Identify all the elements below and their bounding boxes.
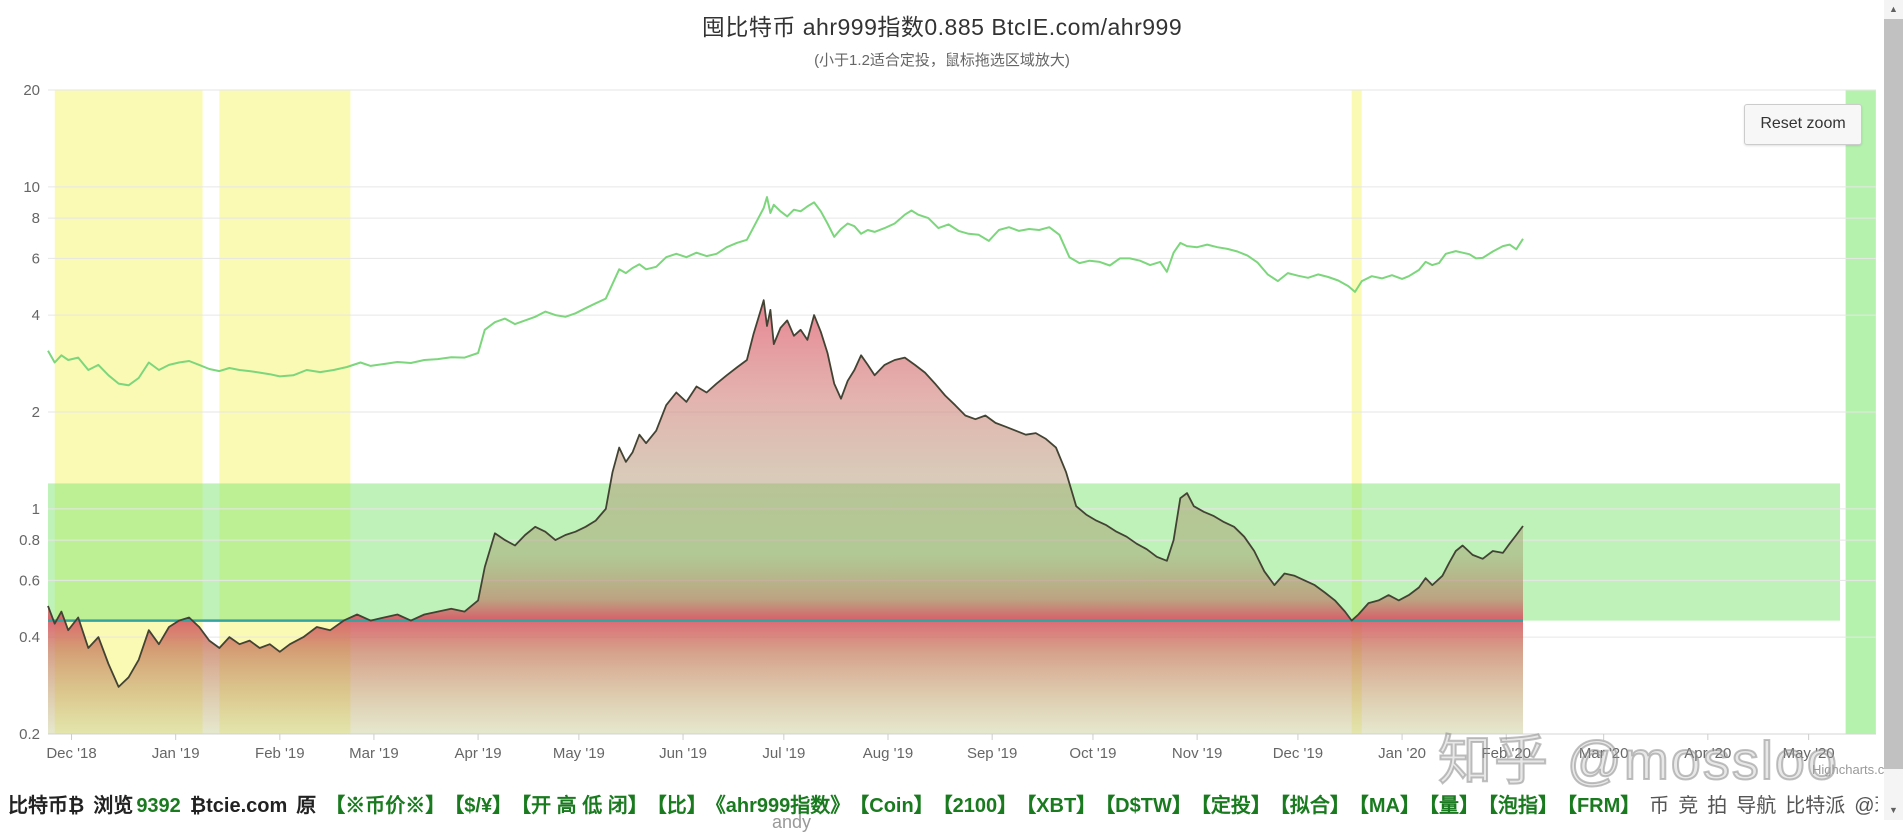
footer-link[interactable]: ₿tcie.com [189, 795, 288, 817]
y-tick-label: 0.8 [19, 532, 40, 549]
page-title: 囤比特币 ahr999指数0.885 BtcIE.com/ahr999 [701, 14, 1183, 40]
footer-link[interactable]: 【FRM】 [1566, 795, 1641, 817]
y-tick-label: 4 [32, 307, 40, 324]
vertical-scrollbar[interactable]: ▲ ▼ [1884, 0, 1903, 820]
footer-link[interactable]: 【XBT】 [1026, 795, 1097, 817]
footer-link[interactable]: 【定投】 [1200, 795, 1271, 817]
x-tick-label: Jul '19 [762, 745, 805, 762]
footer-link[interactable]: @玛雅 [1854, 795, 1878, 817]
footer-link[interactable]: 9392 [136, 795, 181, 817]
chart-plot-area[interactable]: 0.2 0.4 0.6 0.8 1 2 4 6 8 10 20 Dec '18 Jan '19 Feb '… [0, 0, 1884, 784]
footer-link[interactable]: 竞 [1678, 795, 1699, 817]
footer-link[interactable]: 导航 [1736, 795, 1777, 817]
footer-link[interactable]: 浏览 [93, 795, 134, 817]
x-tick-label: Jun '19 [659, 745, 707, 762]
y-tick-label: 0.4 [19, 629, 40, 646]
y-tick-label: 6 [32, 250, 40, 267]
scroll-up-icon[interactable]: ▲ [1884, 0, 1903, 19]
x-tick-label: Sep '19 [967, 745, 1017, 762]
x-tick-label: May '20 [1783, 745, 1835, 762]
footer-link[interactable]: 比特币₿ [8, 795, 85, 817]
x-tick-label: Dec '18 [46, 745, 96, 762]
chart-subtitle: (小于1.2适合定投，鼠标拖选区域放大) [814, 52, 1070, 69]
x-tick-label: Feb '20 [1481, 745, 1531, 762]
x-tick-label: Jan '20 [1378, 745, 1426, 762]
footer-link[interactable]: 比特派 [1785, 795, 1846, 817]
x-tick-label: Feb '19 [255, 745, 305, 762]
footer-link[interactable]: 【量】 [1428, 795, 1479, 817]
x-tick-label: Mar '20 [1579, 745, 1629, 762]
x-tick-label: Jan '19 [152, 745, 200, 762]
footer-link[interactable]: 【D$TW】 [1105, 795, 1192, 817]
x-tick-label: Apr '19 [455, 745, 502, 762]
footer-link[interactable]: 原 [296, 795, 317, 817]
x-tick-label: Aug '19 [863, 745, 913, 762]
footer-link[interactable]: 【2100】 [942, 795, 1018, 817]
footer-link[interactable]: 【MA】 [1358, 795, 1420, 817]
x-tick-label: Nov '19 [1172, 745, 1222, 762]
x-tick-label: Oct '19 [1069, 745, 1116, 762]
scroll-down-icon[interactable]: ▼ [1884, 801, 1903, 820]
highcharts-credit[interactable]: Highcharts.com [1812, 762, 1903, 777]
scrollbar-thumb[interactable] [1884, 19, 1903, 769]
footer-link-bar: 比特币₿ 浏览 9392 ₿tcie.com 原【※币价※】 【$/¥】 【开 高 低 闭】… [8, 789, 1878, 820]
btc-price-line [47, 196, 1524, 387]
footer-link[interactable]: 【比】 [656, 795, 707, 817]
ahr999-area [48, 300, 1523, 734]
y-tick-label: 0.6 [19, 572, 40, 589]
footer-link[interactable]: 拍 [1707, 795, 1728, 817]
footer-link[interactable]: 币 [1649, 795, 1670, 817]
footer-link[interactable]: 【$/¥】 [454, 795, 513, 817]
footer-link[interactable]: 【泡指】 [1487, 795, 1558, 817]
y-tick-label: 2 [32, 404, 40, 421]
x-tick-label: May '19 [553, 745, 605, 762]
footer-overflow-text: andy [772, 812, 812, 832]
x-tick-label: Dec '19 [1273, 745, 1323, 762]
y-tick-label: 10 [23, 179, 40, 196]
footer-link[interactable]: 【开 高 低 闭】 [521, 795, 648, 817]
y-tick-label: 1 [32, 501, 40, 518]
y-tick-label: 0.2 [19, 726, 40, 743]
reset-zoom-button[interactable]: Reset zoom [1744, 104, 1862, 145]
footer-link[interactable]: 《ahr999指数》 [715, 795, 851, 817]
y-tick-label: 20 [23, 82, 40, 99]
ahr999-index-line [47, 299, 1524, 688]
x-tick-label: Apr '20 [1684, 745, 1731, 762]
x-tick-label: Mar '19 [349, 745, 399, 762]
y-tick-label: 8 [32, 210, 40, 227]
footer-link[interactable]: 【Coin】 [859, 795, 934, 817]
footer-link[interactable]: 【拟合】 [1279, 795, 1350, 817]
footer-link[interactable]: 【※币价※】 [325, 795, 446, 817]
